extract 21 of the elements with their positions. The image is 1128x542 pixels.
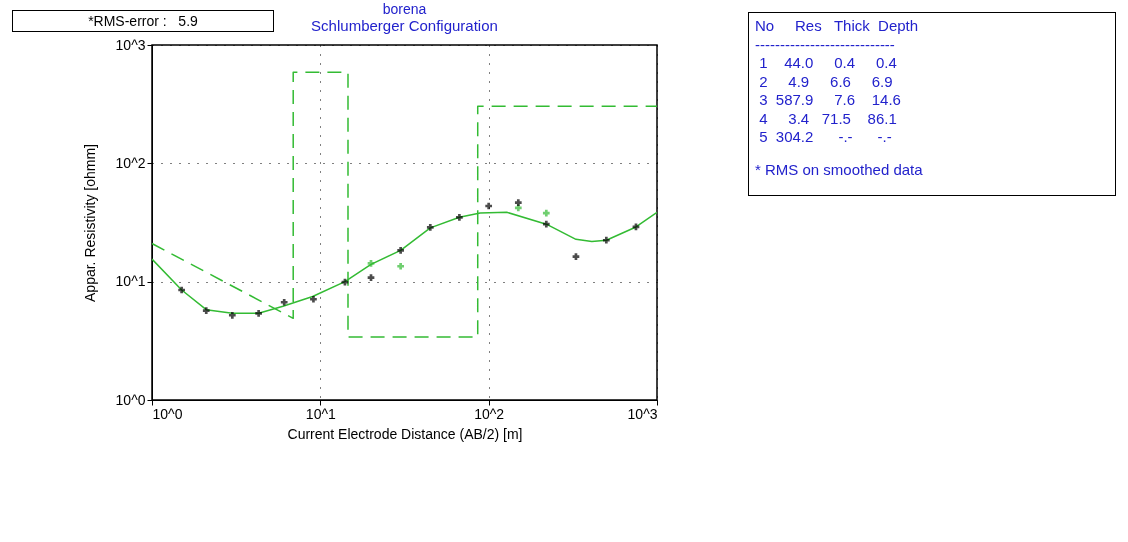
text: *RMS-error : 5.9	[12, 10, 274, 32]
text: 4 3.4 71.5 86.1	[758, 109, 898, 128]
y-tick-label: 10^1	[115, 273, 146, 290]
x-tick-label: 10^1	[305, 405, 337, 422]
text: 5 304.2 -.- -.-	[758, 128, 893, 147]
x-tick-label: 10^3	[627, 405, 658, 422]
text: 3 587.9 7.6 14.6	[758, 91, 902, 110]
chart-subtitle: Schlumberger Configuration	[311, 17, 498, 34]
y-axis-title: Appar. Resistivity [ohmm]	[81, 144, 98, 302]
text: No Res Thick Depth	[755, 17, 920, 36]
y-tick-label: 10^2	[115, 154, 146, 171]
y-tick-label: 10^0	[115, 391, 146, 408]
text: ----------------------------	[755, 35, 896, 54]
x-axis-title: Current Electrode Distance (AB/2) [m]	[287, 425, 523, 442]
chart-title: borena	[382, 1, 427, 17]
text: 1 44.0 0.4 0.4	[758, 54, 898, 73]
x-tick-label: 10^0	[152, 405, 183, 422]
x-tick-label: 10^2	[474, 405, 505, 422]
text: * RMS on smoothed data	[755, 160, 924, 179]
y-tick-label: 10^3	[115, 36, 146, 53]
text: 2 4.9 6.6 6.9	[758, 72, 894, 91]
